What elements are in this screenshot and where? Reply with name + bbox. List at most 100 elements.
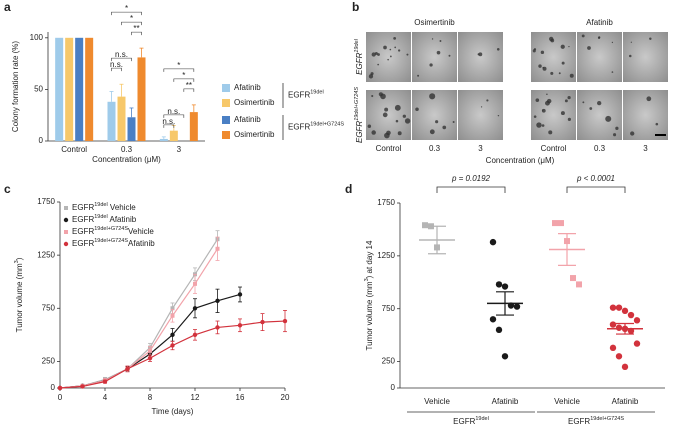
legend-label-sup: 19del+G724S [94,238,128,244]
colony [540,50,545,55]
marker [192,332,198,338]
bar [55,37,64,141]
marker [193,281,197,286]
legend-label-sup: 19del [94,202,107,208]
colony [611,71,614,73]
bar [107,101,116,141]
colony [630,131,635,136]
colony [383,45,387,50]
dot [422,222,428,229]
x-tick-label: 12 [191,393,200,402]
bar [137,57,146,141]
colony [389,55,392,58]
significance-bracket [163,114,185,118]
microscope-image [458,32,503,82]
significance-bracket [121,21,142,26]
bar [75,37,84,141]
legend-group-label-text: EGFR [288,123,310,132]
group-label-sup: 19del [475,416,488,422]
marker [260,319,265,325]
x-axis-label: Concentration (μM) [92,155,161,164]
y-axis-label-text: Tumor volume (mm [365,281,374,350]
significance-label: n.s. [162,117,175,126]
column-label: 3 [643,144,648,153]
colony [367,124,372,129]
significance-label: * [125,4,128,13]
significance-label: * [130,14,133,23]
colony [613,133,617,137]
y-axis-label-sup: 3 [14,260,20,263]
dot [615,324,623,331]
dot [489,238,497,246]
marker [102,379,108,384]
colony [374,51,378,55]
group-label: EGFR19del [453,416,489,426]
y-tick-label: 0 [39,136,44,145]
y-tick-label: 250 [42,357,56,366]
legend-label-suffix: Vehicle [128,227,154,236]
dot [621,307,629,315]
colony [582,101,585,104]
drug-label: Afatinib [586,18,613,27]
colony [542,66,547,71]
x-tick-label: 20 [281,393,290,402]
legend-label-suffix: Afatinib [108,215,137,224]
marker [170,306,175,311]
bar [169,130,178,141]
x-tick-label: 0.3 [121,145,133,154]
colony [397,131,402,136]
legend-swatch [222,99,230,107]
colony [628,54,632,58]
group-label-sup: 19del+G724S [590,416,624,422]
p-bracket [566,186,626,193]
colony [535,98,540,102]
panel-letter: b [352,0,359,14]
dot [621,363,629,371]
colony [429,129,435,135]
significance-bracket [163,68,195,72]
marker [170,343,175,348]
panel-letter: a [4,0,11,14]
dot [495,281,503,288]
x-axis-label: Time (days) [152,407,194,416]
legend-label-suffix: Afatinib [128,239,155,248]
dot [558,220,564,227]
dot [513,303,521,310]
x-tick-label: Afatinib [492,397,519,406]
colony [395,119,399,123]
dot [627,311,635,319]
colony [533,115,537,118]
y-tick-label: 100 [30,33,44,42]
y-axis-label: Tumor volume (mm3) at day 14 [364,240,374,350]
colony [384,107,389,112]
dot [501,283,509,290]
column-label: 0.3 [429,144,441,153]
marker [237,323,243,328]
colony [397,49,401,52]
marker [215,325,220,330]
y-axis-label: Tumor volume (mm3) [14,257,24,332]
dot [633,340,641,347]
colony [568,45,570,48]
y-axis-label-text: Tumor volume (mm [15,263,24,332]
bar [117,96,126,141]
colony [404,118,411,124]
legend-group-label-sup: 19del+G724S [310,122,344,128]
row-label-sup: 19del+G724S [354,87,360,121]
colony [545,100,550,106]
colony [597,36,601,39]
significance-bracket [173,78,195,82]
colony [538,64,542,68]
colony [442,125,447,130]
legend-swatch [222,84,230,92]
legend-label-sup: 19del [94,214,107,220]
colony [550,38,555,43]
colony [402,114,406,118]
legend-marker [63,241,69,247]
bar [65,37,74,141]
drug-label: Osimertinib [414,18,455,27]
colony [615,126,619,130]
legend-label: EGFR19del+G724SVehicle [72,226,154,236]
dot [489,316,497,323]
